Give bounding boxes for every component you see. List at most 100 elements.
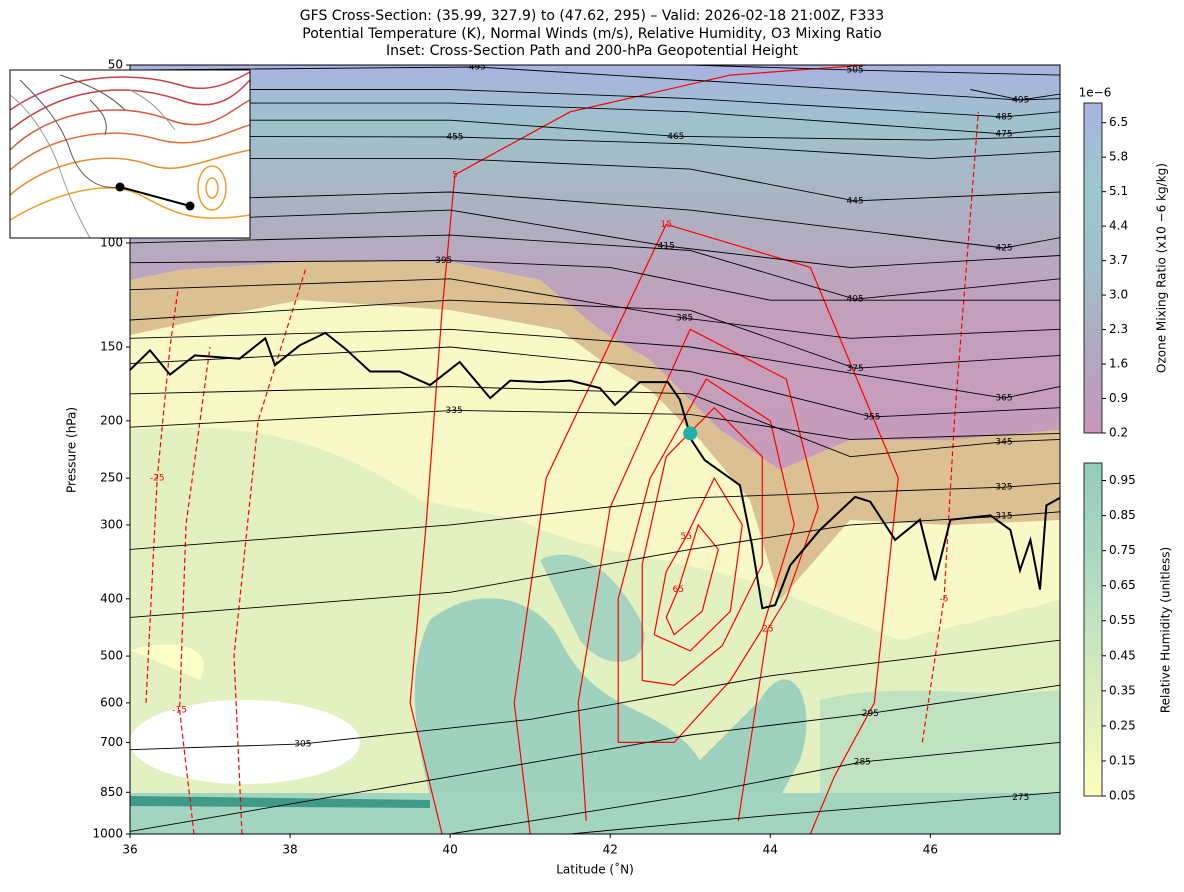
rh-field [130, 796, 430, 808]
theta-contour-label: 325 [995, 483, 1012, 493]
theta-contour [130, 119, 1060, 141]
theta-contour [130, 328, 1060, 399]
theta-contour [130, 135, 1060, 160]
theta-contour [690, 65, 1060, 76]
y-tick-label: 600 [100, 695, 123, 709]
title-line: Potential Temperature (K), Normal Winds … [302, 26, 881, 42]
title-line: Inset: Cross-Section Path and 200-hPa Ge… [386, 43, 798, 59]
wind-contour [921, 111, 979, 743]
theta-contour-label: 465 [667, 132, 684, 142]
colorbar-tick-label: 0.25 [1109, 718, 1136, 732]
colorbar-tick-label: 4.4 [1109, 219, 1128, 233]
colorbar-tick-label: 5.8 [1109, 150, 1128, 164]
x-tick-label: 38 [282, 843, 297, 857]
theta-contour [970, 89, 1060, 101]
theta-contour-label: 505 [847, 66, 864, 76]
theta-contour [130, 511, 1060, 618]
wind-contour [665, 523, 719, 636]
theta-contour-label: 495 [1012, 95, 1029, 105]
colorbar-tick-label: 2.3 [1109, 322, 1128, 336]
theta-contour-label: 345 [995, 437, 1012, 447]
wind-contour-label: 15 [661, 220, 672, 230]
title-block: GFS Cross-Section: (35.99, 327.9) to (47… [300, 8, 884, 59]
theta-contour-label: 305 [294, 739, 311, 749]
contour-layer: -25 -15 -5 5 15 25 55 65 275 285 295 305 315 325 335 34… [130, 63, 1060, 834]
y-tick-label: 300 [100, 517, 123, 531]
colorbar-tick-label: 3.0 [1109, 288, 1128, 302]
title-line: GFS Cross-Section: (35.99, 327.9) to (47… [300, 8, 884, 24]
wind-contour-label: -15 [172, 706, 187, 716]
theta-contour-label: 455 [446, 133, 463, 143]
theta-contour-label: 395 [435, 256, 452, 266]
theta-contour-label: 405 [847, 295, 864, 305]
colorbar-tick-label: 0.55 [1109, 613, 1136, 627]
wind-contour [653, 476, 743, 652]
theta-contour-label: 445 [847, 196, 864, 206]
inset-map [9, 69, 251, 239]
y-tick-label: 1000 [92, 827, 123, 841]
y-tick-label: 150 [100, 340, 123, 354]
theta-contour [130, 386, 1060, 458]
wind-contour [577, 328, 819, 821]
colorbar-tick-label: 0.2 [1109, 426, 1128, 440]
x-tick-label: 40 [442, 843, 457, 857]
theta-contour [130, 66, 1060, 101]
wind-contour-label: 25 [762, 625, 773, 635]
colorbar-tick-label: 0.95 [1109, 473, 1136, 487]
inset-path [119, 186, 191, 207]
theta-contour [450, 741, 1060, 834]
wind-contour [178, 346, 211, 834]
y-tick-label: 250 [100, 471, 123, 485]
theta-contour-label: 485 [995, 112, 1012, 122]
theta-contour-label: 355 [863, 412, 880, 422]
colorbar-tick-label: 0.45 [1109, 648, 1136, 662]
wind-contour [145, 289, 179, 703]
inset-endpoint [185, 201, 195, 211]
theta-contour [130, 278, 1060, 339]
wind-contour-label: 5 [452, 170, 458, 180]
colorbar-tick-label: 0.9 [1109, 391, 1128, 405]
colorbar-tick-label: 6.5 [1109, 115, 1128, 129]
theta-contour [570, 791, 1060, 834]
inset-endpoint [115, 182, 125, 192]
colorbar-tick-label: 0.85 [1109, 508, 1136, 522]
colorbar-tick-label: 0.65 [1109, 578, 1136, 592]
tropopause-line [130, 331, 1060, 610]
rh-dry-area [130, 700, 360, 784]
theta-contour [130, 191, 1060, 249]
inset-contours [10, 71, 250, 238]
theta-contour-label: 385 [676, 314, 693, 324]
y-tick-label: 50 [108, 58, 123, 72]
colorbar-tick-label: 3.7 [1109, 253, 1128, 267]
theta-contour [130, 102, 1060, 135]
theta-contour [130, 639, 1060, 751]
y-tick-label: 700 [100, 735, 123, 749]
theta-contour-label: 495 [469, 63, 486, 73]
theta-contour [130, 299, 1060, 369]
theta-contour [130, 209, 1060, 268]
wind-contour-label: 55 [681, 532, 692, 542]
theta-contour [130, 684, 1060, 832]
wind-contour-label: -5 [939, 594, 948, 604]
y-tick-label: 200 [100, 413, 123, 427]
inset-background [10, 70, 250, 238]
colorbar-tick-label: 0.35 [1109, 683, 1136, 697]
theta-contour-label: 315 [995, 512, 1012, 522]
x-axis-label: Latitude (˚N) [556, 862, 634, 877]
y-tick-label: 850 [100, 785, 123, 799]
theta-contour-label: 295 [862, 709, 879, 719]
theta-contour-label: 285 [854, 757, 871, 767]
field-background [130, 65, 1060, 834]
theta-contour [130, 346, 1060, 418]
y-axis-label: Pressure (hPa) [65, 407, 79, 493]
ozone-field [130, 65, 1060, 470]
wind-contour [641, 406, 763, 686]
colorbar-tick-label: 0.05 [1109, 789, 1136, 803]
colorbar-tick-label: 0.15 [1109, 753, 1136, 767]
ozone-field [130, 262, 1060, 600]
location-marker [683, 426, 698, 441]
wind-contour-label: 65 [673, 585, 684, 595]
theta-contour-label: 475 [995, 129, 1012, 139]
theta-contour [130, 409, 1060, 440]
